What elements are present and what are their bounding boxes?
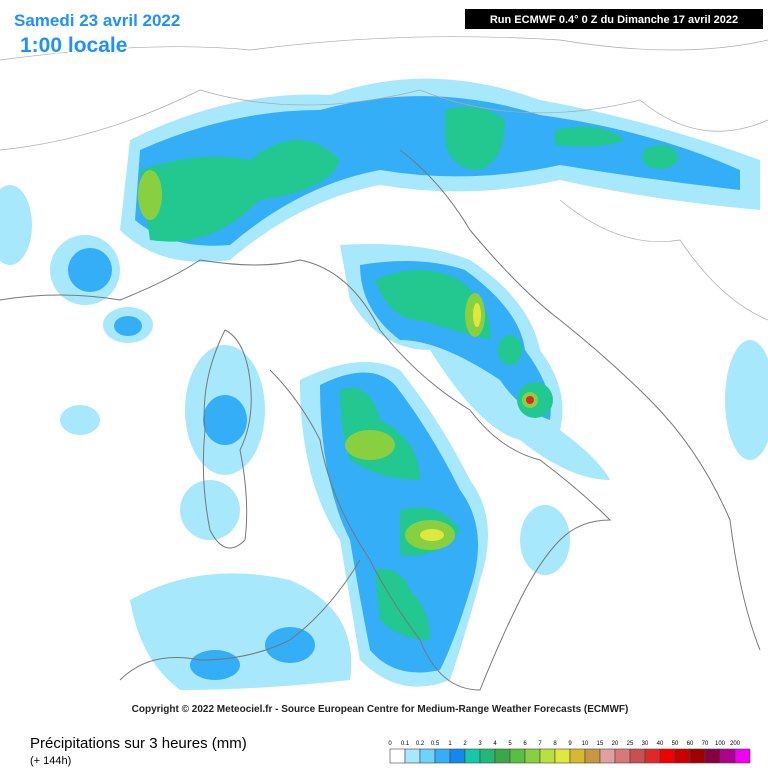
scale-label: 200	[730, 741, 741, 747]
scale-swatch	[449, 748, 466, 764]
scale-swatch	[719, 748, 736, 764]
scale-label: 10	[582, 741, 589, 747]
scale-label: 30	[642, 741, 649, 747]
scale-swatch	[629, 748, 646, 764]
scale-swatch	[614, 748, 631, 764]
scale-label: 20	[612, 741, 619, 747]
run-info: Run ECMWF 0.4° 0 Z du Dimanche 17 avril …	[490, 14, 738, 26]
forecast-date: Samedi 23 avril 2022	[14, 11, 180, 30]
scale-label: 7	[538, 741, 542, 747]
scale-label: 1	[448, 741, 452, 747]
scale-label: 5	[508, 741, 512, 747]
scale-swatch	[704, 748, 721, 764]
scale-label: 0	[388, 741, 392, 747]
scale-label: 50	[672, 741, 679, 747]
color-scale: 0 0.1 0.2 0.5 1 2 3 4 5 6 7 8 9 10 15 20 25 30 40 50 60 70 100…	[388, 741, 751, 764]
scale-label: 4	[493, 741, 497, 747]
scale-swatch	[644, 748, 661, 764]
scale-label: 0.2	[416, 741, 425, 747]
scale-label: 0.5	[431, 741, 440, 747]
scale-swatch	[464, 748, 481, 764]
scale-swatch	[689, 748, 706, 764]
scale-label: 15	[597, 741, 604, 747]
scale-swatch	[599, 748, 616, 764]
scale-swatch	[494, 748, 511, 764]
scale-label: 2	[463, 741, 467, 747]
legend-title: Précipitations sur 3 heures (mm)	[30, 735, 247, 752]
scale-swatch	[434, 748, 451, 764]
scale-swatch	[539, 748, 556, 764]
scale-label: 8	[553, 741, 557, 747]
scale-label: 60	[687, 741, 694, 747]
scale-label: 100	[715, 741, 726, 747]
lead-time: (+ 144h)	[30, 755, 71, 767]
copyright: Copyright © 2022 Meteociel.fr - Source E…	[132, 704, 629, 715]
scale-label: 25	[627, 741, 634, 747]
scale-label: 0.1	[401, 741, 410, 747]
scale-label: 9	[568, 741, 572, 747]
scale-swatch	[479, 748, 496, 764]
forecast-time: 1:00 locale	[20, 34, 127, 57]
run-box	[465, 9, 763, 29]
scale-label: 6	[523, 741, 527, 747]
scale-swatch	[734, 748, 751, 764]
scale-swatch	[524, 748, 541, 764]
scale-swatch	[584, 748, 601, 764]
scale-swatch	[389, 748, 406, 764]
scale-label: 3	[478, 741, 482, 747]
scale-swatch	[404, 748, 421, 764]
coastlines	[0, 36, 768, 691]
scale-swatch	[419, 748, 436, 764]
scale-swatch	[554, 748, 571, 764]
scale-swatch	[674, 748, 691, 764]
scale-swatch	[509, 748, 526, 764]
scale-label: 70	[702, 741, 709, 747]
precipitation-field	[0, 78, 768, 690]
scale-swatch	[659, 748, 676, 764]
scale-swatch	[569, 748, 586, 764]
scale-label: 40	[657, 741, 664, 747]
